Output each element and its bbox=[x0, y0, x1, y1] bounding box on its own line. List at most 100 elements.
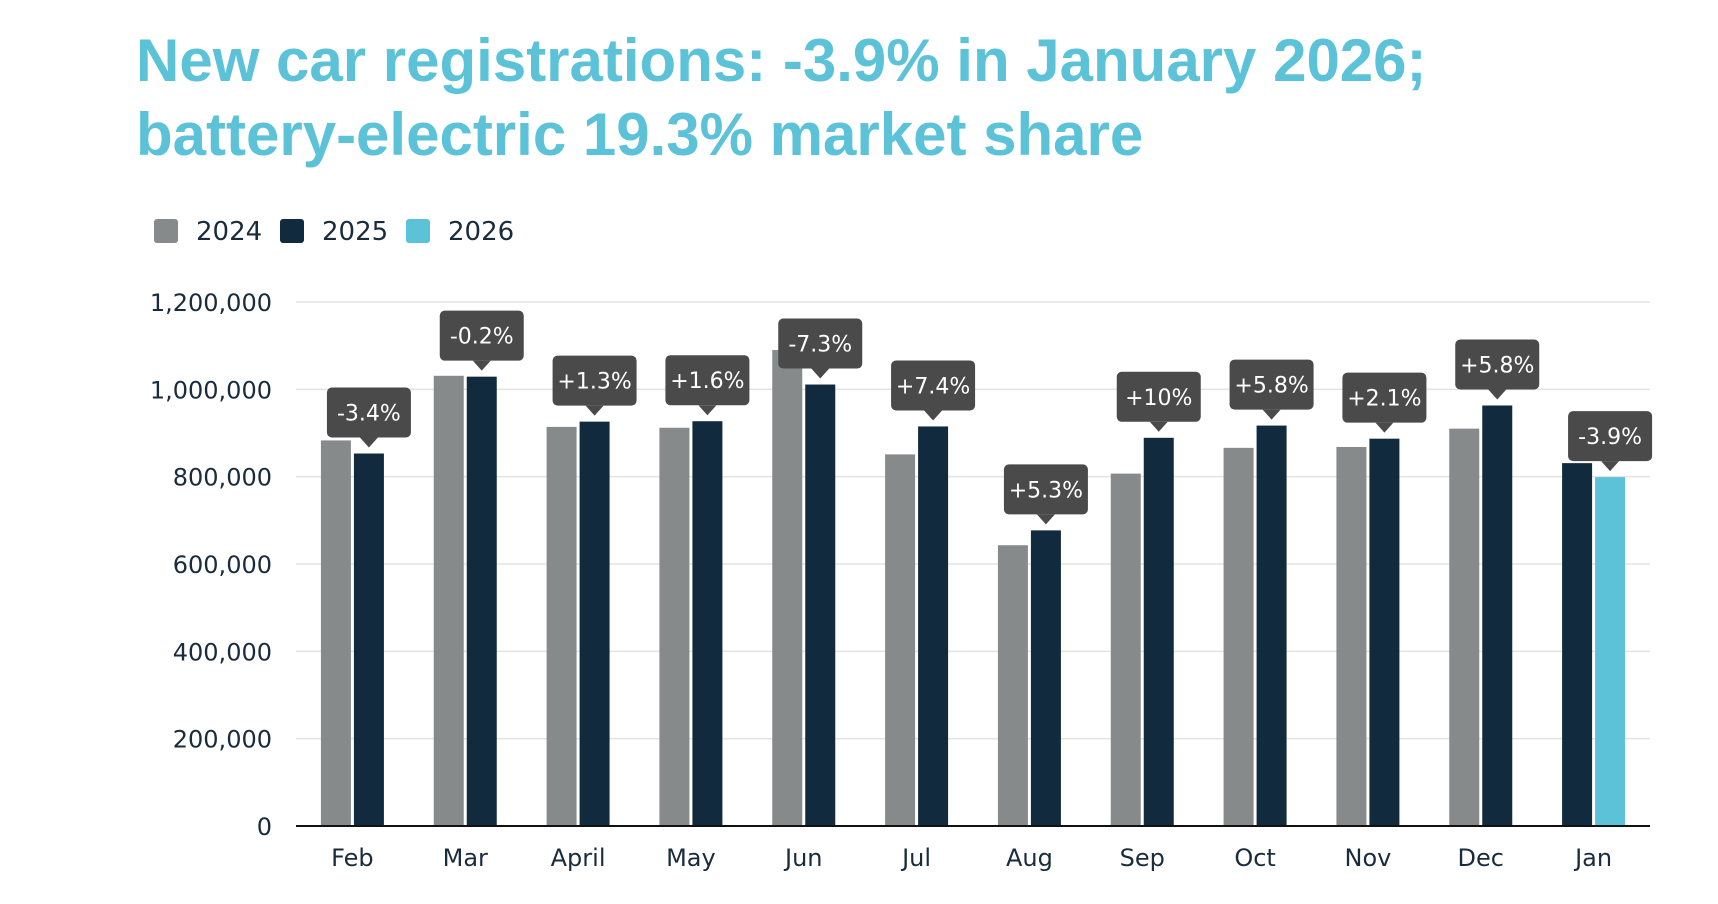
legend-swatch-2024 bbox=[154, 219, 178, 243]
callout-label: -3.4% bbox=[337, 402, 401, 427]
change-callout-Dec: +5.8% bbox=[1455, 339, 1540, 400]
callout-pointer bbox=[585, 405, 604, 416]
bar-Aug-2025 bbox=[1030, 530, 1061, 826]
x-tick-label: Jan bbox=[1573, 844, 1612, 872]
callout-label: -3.9% bbox=[1578, 425, 1642, 450]
callout-label: +5.8% bbox=[1460, 353, 1534, 378]
y-tick-label: 400,000 bbox=[173, 638, 272, 666]
bar-Jun-2025 bbox=[805, 384, 836, 826]
y-tick-label: 1,000,000 bbox=[150, 376, 272, 404]
callout-box bbox=[1342, 372, 1427, 423]
callout-label: +1.3% bbox=[557, 370, 631, 395]
callout-label: +2.1% bbox=[1347, 387, 1421, 412]
change-callout-Aug: +5.3% bbox=[1003, 464, 1088, 525]
x-tick-label: Nov bbox=[1344, 844, 1391, 872]
change-callout-May: +1.6% bbox=[665, 355, 750, 416]
bars bbox=[320, 350, 1626, 826]
bar-Feb-2025 bbox=[353, 453, 384, 826]
callout-label: +5.3% bbox=[1009, 478, 1083, 503]
callout-box bbox=[1455, 339, 1540, 390]
y-tick-label: 0 bbox=[257, 813, 272, 841]
legend: 2024 2025 2026 bbox=[154, 217, 514, 247]
chart-title-line-2: battery-electric 19.3% market share bbox=[136, 101, 1144, 168]
callout-pointer bbox=[1375, 422, 1394, 433]
callout-pointer bbox=[359, 437, 378, 448]
bar-Nov-2025 bbox=[1369, 438, 1400, 826]
callout-box bbox=[552, 355, 637, 406]
change-callout-Jul: +7.4% bbox=[891, 360, 976, 421]
bar-Feb-2024 bbox=[320, 440, 351, 826]
callout-pointer bbox=[698, 405, 717, 416]
x-axis: Feb Mar April May Jun Jul Aug Sep Oct Nov Dec Jan bbox=[296, 825, 1650, 872]
callout-box bbox=[778, 318, 863, 369]
callout-box bbox=[439, 310, 524, 361]
bar-May-2025 bbox=[692, 421, 723, 826]
x-tick-label: Jun bbox=[783, 844, 823, 872]
legend-label-2026: 2026 bbox=[448, 217, 514, 247]
callout-pointer bbox=[1262, 409, 1281, 420]
bar-Dec-2025 bbox=[1482, 405, 1513, 826]
bar-April-2024 bbox=[546, 426, 577, 826]
bar-Jun-2024 bbox=[772, 350, 803, 826]
callout-box bbox=[891, 360, 976, 411]
chart-title-line-1: New car registrations: -3.9% in January … bbox=[136, 27, 1427, 94]
change-callout-Feb: -3.4% bbox=[326, 387, 411, 448]
callout-label: +1.6% bbox=[670, 369, 744, 394]
change-callout-Sep: +10% bbox=[1116, 371, 1201, 432]
bar-Sep-2025 bbox=[1143, 437, 1174, 826]
x-tick-label: Sep bbox=[1120, 844, 1165, 872]
bar-Mar-2024 bbox=[433, 375, 464, 826]
callout-label: +5.8% bbox=[1234, 374, 1308, 399]
callout-pointer bbox=[472, 360, 491, 371]
y-tick-label: 1,200,000 bbox=[150, 289, 272, 317]
x-tick-label: Jul bbox=[900, 844, 931, 872]
callout-label: +10% bbox=[1125, 386, 1192, 411]
callout-label: -0.2% bbox=[450, 325, 514, 350]
callout-box bbox=[1568, 411, 1653, 462]
y-tick-label: 800,000 bbox=[173, 464, 272, 492]
callout-pointer bbox=[811, 368, 830, 379]
callout-pointer bbox=[924, 410, 943, 421]
x-tick-label: May bbox=[666, 844, 716, 872]
bar-Sep-2024 bbox=[1110, 473, 1141, 826]
x-tick-label: April bbox=[551, 844, 606, 872]
legend-label-2024: 2024 bbox=[196, 217, 262, 247]
bar-Dec-2024 bbox=[1449, 428, 1480, 826]
x-tick-label: Mar bbox=[443, 844, 488, 872]
change-callout-Jan: -3.9% bbox=[1568, 411, 1653, 472]
change-callout-Mar: -0.2% bbox=[439, 310, 524, 371]
x-tick-label: Aug bbox=[1006, 844, 1053, 872]
change-callout-Oct: +5.8% bbox=[1229, 359, 1314, 420]
change-callout-April: +1.3% bbox=[552, 355, 637, 416]
bar-May-2024 bbox=[659, 427, 690, 826]
callout-box bbox=[1003, 464, 1088, 515]
x-tick-label: Feb bbox=[331, 844, 374, 872]
callout-pointer bbox=[1036, 514, 1055, 525]
callout-box bbox=[1229, 359, 1314, 410]
bar-Nov-2024 bbox=[1336, 446, 1367, 826]
callout-box bbox=[665, 355, 750, 406]
bar-April-2025 bbox=[579, 421, 610, 826]
callout-box bbox=[1116, 371, 1201, 422]
bar-Jul-2025 bbox=[918, 426, 949, 826]
callout-label: +7.4% bbox=[896, 374, 970, 399]
x-tick-label: Dec bbox=[1458, 844, 1504, 872]
gridlines bbox=[296, 301, 1650, 740]
bar-Jan-2025 bbox=[1562, 463, 1593, 826]
bar-Jul-2024 bbox=[885, 454, 916, 826]
bar-Oct-2024 bbox=[1223, 447, 1254, 826]
change-callout-Nov: +2.1% bbox=[1342, 372, 1427, 433]
callout-label: -7.3% bbox=[788, 333, 852, 358]
legend-swatch-2025 bbox=[280, 219, 304, 243]
bar-Mar-2025 bbox=[466, 376, 497, 826]
bar-Aug-2024 bbox=[997, 545, 1028, 826]
bar-Oct-2025 bbox=[1256, 425, 1287, 826]
bar-Jan-2026 bbox=[1595, 477, 1626, 826]
chart-title: New car registrations: -3.9% in January … bbox=[136, 24, 1636, 172]
callout-pointer bbox=[1488, 389, 1507, 400]
x-tick-label: Oct bbox=[1234, 844, 1276, 872]
y-axis: 0 200,000 400,000 600,000 800,000 1,000,000 1,… bbox=[150, 289, 272, 841]
legend-label-2025: 2025 bbox=[322, 217, 388, 247]
legend-swatch-2026 bbox=[406, 219, 430, 243]
callout-box bbox=[326, 387, 411, 438]
